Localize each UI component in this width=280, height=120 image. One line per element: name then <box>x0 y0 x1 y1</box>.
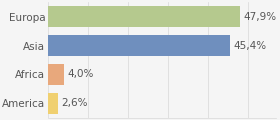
Text: 4,0%: 4,0% <box>67 69 94 79</box>
Text: 45,4%: 45,4% <box>233 41 266 51</box>
Bar <box>48 35 230 56</box>
Text: 47,9%: 47,9% <box>243 12 276 22</box>
Text: 2,6%: 2,6% <box>62 98 88 108</box>
Bar <box>48 6 240 27</box>
Bar <box>48 93 59 114</box>
Bar <box>48 64 64 85</box>
